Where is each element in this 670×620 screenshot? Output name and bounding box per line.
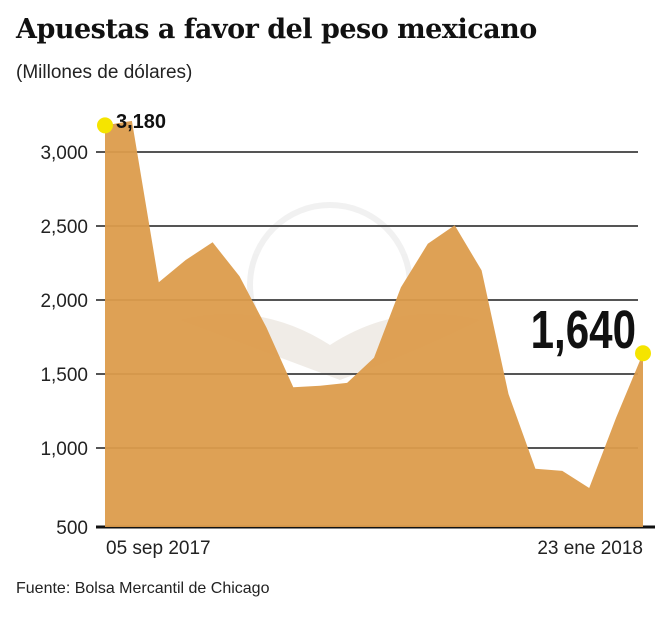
y-tick-label: 2,500 bbox=[40, 217, 88, 238]
y-tick-label: 2,000 bbox=[40, 291, 88, 312]
area-series bbox=[105, 120, 643, 528]
y-tick-label: 1,500 bbox=[40, 365, 88, 386]
x-tick-label-end: 23 ene 2018 bbox=[537, 538, 643, 559]
highlight-point bbox=[97, 117, 113, 134]
x-tick-label-start: 05 sep 2017 bbox=[106, 538, 211, 559]
highlight-point bbox=[635, 345, 651, 362]
y-tick-label: 500 bbox=[56, 518, 88, 539]
source-note: Fuente: Bolsa Mercantil de Chicago bbox=[16, 580, 270, 597]
y-tick-label: 3,000 bbox=[40, 143, 88, 164]
chart-subtitle: (Millones de dólares) bbox=[16, 62, 193, 83]
chart-title: Apuestas a favor del peso mexicano bbox=[16, 14, 537, 45]
y-tick-label: 1,000 bbox=[40, 439, 88, 460]
annotation-last: 1,640 bbox=[531, 300, 636, 360]
annotation-peak: 3,180 bbox=[116, 111, 166, 133]
